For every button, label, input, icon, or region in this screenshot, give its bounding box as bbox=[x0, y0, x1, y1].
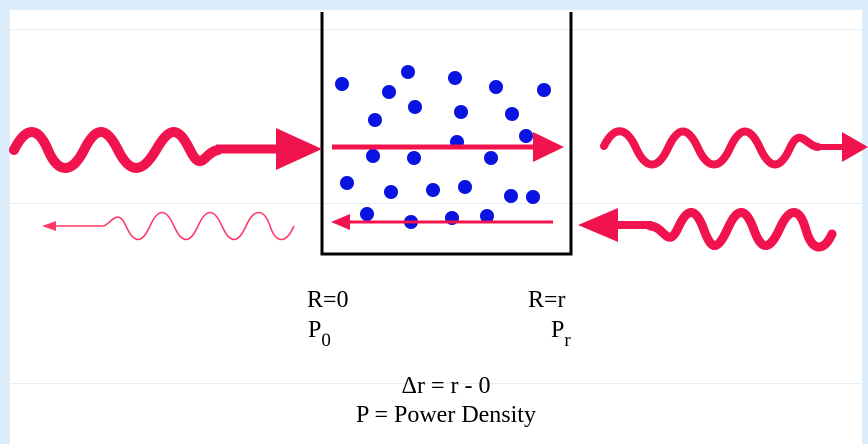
particle bbox=[504, 189, 518, 203]
container-outline bbox=[320, 12, 573, 256]
particle bbox=[366, 149, 380, 163]
incident-wave bbox=[9, 127, 322, 173]
faint-rule bbox=[0, 29, 868, 30]
particle bbox=[454, 105, 468, 119]
particle bbox=[408, 100, 422, 114]
inner-backward-arrow bbox=[331, 214, 553, 230]
particle bbox=[480, 209, 494, 223]
particle bbox=[335, 77, 349, 91]
p-zero-symbol: P bbox=[308, 317, 322, 343]
exiting-left-wave bbox=[42, 211, 295, 241]
particle bbox=[340, 176, 354, 190]
p-r-symbol: P bbox=[551, 317, 565, 343]
inner-forward-arrow bbox=[332, 132, 564, 162]
p-zero-label: P0 bbox=[308, 317, 331, 350]
particle bbox=[519, 129, 533, 143]
r-r-label: R=r bbox=[528, 287, 566, 313]
p-r-subscript: r bbox=[564, 330, 571, 351]
particle bbox=[401, 65, 415, 79]
figure-panel bbox=[10, 10, 862, 444]
particle bbox=[360, 207, 374, 221]
particle bbox=[368, 113, 382, 127]
p-zero-subscript: 0 bbox=[321, 330, 331, 351]
power-density-label: P = Power Density bbox=[356, 402, 536, 428]
particle bbox=[407, 151, 421, 165]
particle bbox=[426, 183, 440, 197]
transmitted-wave bbox=[600, 127, 868, 169]
particle bbox=[505, 107, 519, 121]
p-r-label: Pr bbox=[551, 317, 571, 350]
particle bbox=[526, 190, 540, 204]
incoming-right-wave bbox=[578, 208, 837, 252]
particle bbox=[489, 80, 503, 94]
particle bbox=[384, 185, 398, 199]
r-zero-label: R=0 bbox=[307, 287, 349, 313]
faint-rule bbox=[0, 203, 868, 204]
faint-rule bbox=[0, 383, 868, 384]
particle bbox=[537, 83, 551, 97]
particle bbox=[484, 151, 498, 165]
delta-r-label: Δr = r - 0 bbox=[401, 373, 491, 399]
particle bbox=[448, 71, 462, 85]
particle bbox=[382, 85, 396, 99]
particle bbox=[458, 180, 472, 194]
